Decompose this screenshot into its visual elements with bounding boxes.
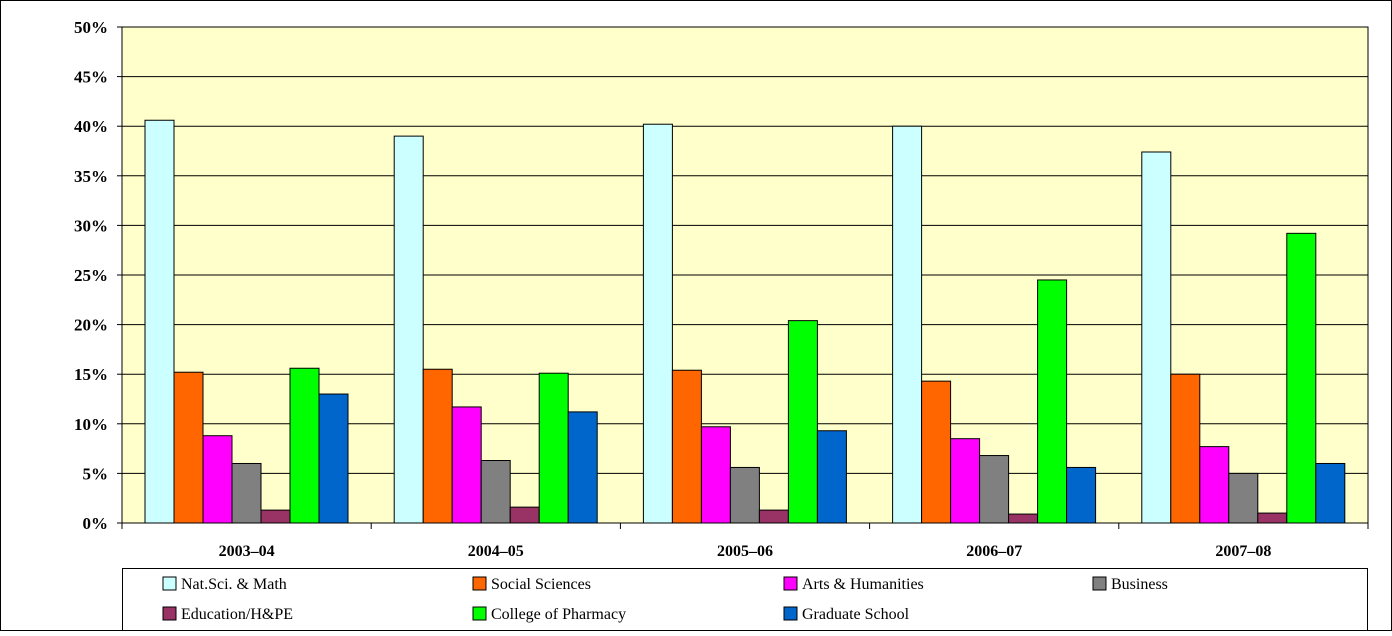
y-tick-label: 40% [74,117,108,136]
legend-swatch [783,576,798,591]
bar-nat-sci-math-0 [144,119,175,524]
bar-business-4 [1228,472,1259,524]
bar-business-3 [979,455,1010,524]
y-tick-label: 30% [74,216,108,235]
x-tick-label: 2006–07 [966,543,1022,560]
bars [144,119,1346,524]
legend-label: Business [1111,576,1168,593]
legend-swatch [162,576,177,591]
y-tick-label: 35% [74,167,108,186]
y-tick-label: 0% [83,514,109,533]
legend-label: Education/H&PE [181,606,293,623]
x-axis: 2003–04 2004–05 2005–06 2006–07 2007–08 [121,522,1369,560]
legend-swatch [783,606,798,621]
bar-business-0 [231,462,262,524]
y-tick-label: 10% [74,415,108,434]
bar-college-of-pharmacy-1 [538,372,569,524]
bar-social-sciences-2 [671,369,702,524]
x-tick-label: 2004–05 [468,543,524,560]
bar-education-h-pe-0 [260,509,291,524]
y-tick-label: 5% [83,464,109,483]
x-tick-label: 2003–04 [219,543,275,560]
bar-college-of-pharmacy-4 [1286,232,1317,524]
bar-education-h-pe-4 [1257,512,1288,524]
bar-graduate-school-1 [567,411,598,524]
legend-label: College of Pharmacy [491,606,626,623]
legend-swatch [162,606,177,621]
bar-nat-sci-math-3 [892,125,923,524]
bar-college-of-pharmacy-0 [289,367,320,524]
y-tick-label: 25% [74,266,108,285]
x-tick-label: 2007–08 [1215,543,1271,560]
bar-business-1 [480,460,511,524]
bar-social-sciences-3 [921,380,952,524]
bar-social-sciences-4 [1170,373,1201,524]
bar-arts-humanities-4 [1199,446,1230,524]
bar-nat-sci-math-1 [393,135,424,524]
bar-social-sciences-1 [422,368,453,524]
bar-college-of-pharmacy-2 [787,320,818,524]
legend-label: Social Sciences [491,576,591,593]
bar-graduate-school-3 [1066,466,1097,524]
legend: Nat.Sci. & Math Social Sciences Arts & Hum… [122,568,1368,631]
bar-education-h-pe-1 [509,506,540,524]
bar-arts-humanities-2 [700,426,731,524]
bar-education-h-pe-2 [758,509,789,524]
bar-arts-humanities-1 [451,406,482,524]
legend-label: Arts & Humanities [802,576,924,593]
bar-social-sciences-0 [173,371,204,524]
x-tick-label: 2005–06 [717,543,773,560]
legend-swatch [1092,576,1107,591]
y-tick-label: 50% [74,18,108,37]
y-axis: 0% 5% 10% 15% 20% 25% 30% 35% 40% 45% 50% [74,18,123,533]
y-tick-label: 15% [74,365,108,384]
y-tick-label: 20% [74,316,108,335]
legend-box [122,568,1368,631]
bar-college-of-pharmacy-3 [1037,279,1068,524]
bar-nat-sci-math-4 [1141,151,1172,524]
bar-arts-humanities-0 [202,435,233,524]
bar-graduate-school-2 [816,430,847,524]
bar-graduate-school-0 [318,393,349,524]
bar-nat-sci-math-2 [642,123,673,524]
legend-swatch [472,606,487,621]
legend-label: Graduate School [802,606,910,623]
legend-swatch [472,576,487,591]
y-tick-label: 45% [74,68,108,87]
legend-label: Nat.Sci. & Math [181,576,287,593]
bar-arts-humanities-3 [950,438,981,524]
bar-graduate-school-4 [1315,462,1346,524]
bar-education-h-pe-3 [1008,513,1039,524]
bar-business-2 [729,466,760,524]
